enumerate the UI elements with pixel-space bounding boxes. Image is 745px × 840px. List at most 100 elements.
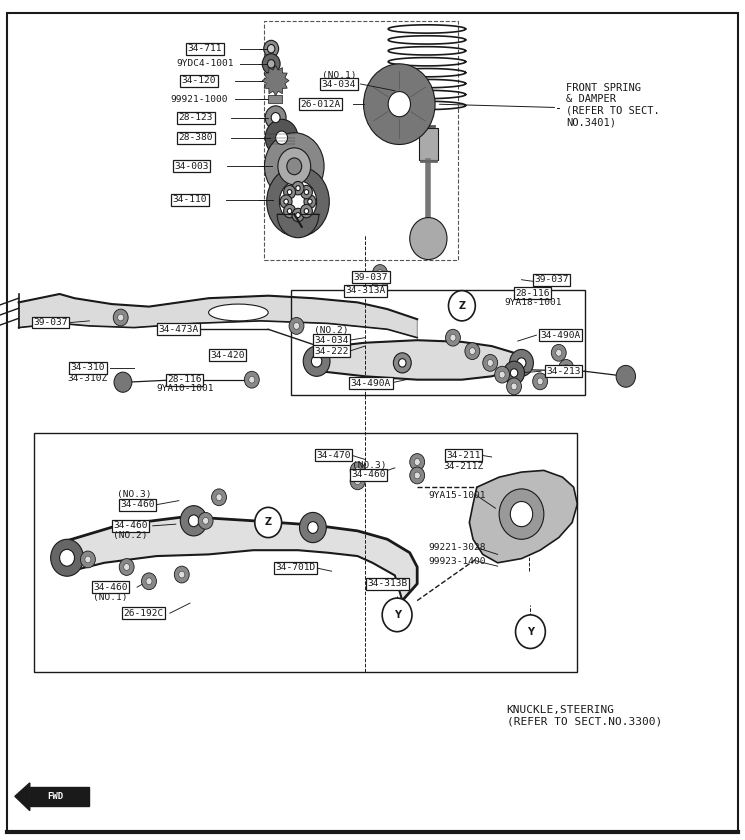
Text: 34-110: 34-110	[173, 196, 207, 204]
Text: 9YA15-1001: 9YA15-1001	[428, 491, 486, 500]
Circle shape	[212, 489, 226, 506]
Circle shape	[450, 334, 456, 341]
Text: KNUCKLE,STEERING
(REFER TO SECT.NO.3300): KNUCKLE,STEERING (REFER TO SECT.NO.3300)	[507, 705, 662, 727]
Circle shape	[300, 204, 312, 218]
Circle shape	[465, 343, 480, 360]
Circle shape	[399, 359, 406, 367]
Circle shape	[517, 358, 526, 368]
Text: 34-313A: 34-313A	[345, 286, 385, 295]
Circle shape	[382, 598, 412, 632]
Circle shape	[249, 376, 255, 383]
Circle shape	[284, 204, 296, 218]
Circle shape	[377, 270, 383, 276]
Text: (NO.2): (NO.2)	[314, 327, 349, 335]
Circle shape	[311, 355, 322, 367]
Circle shape	[288, 190, 292, 195]
Text: 34-310: 34-310	[71, 364, 105, 372]
Circle shape	[372, 277, 387, 294]
Text: 34-310Z: 34-310Z	[68, 375, 108, 383]
Bar	[268, 95, 282, 103]
Circle shape	[146, 578, 152, 585]
Text: (NO.2): (NO.2)	[113, 532, 148, 540]
Circle shape	[280, 195, 292, 208]
Text: 28-380: 28-380	[179, 134, 213, 142]
Circle shape	[267, 166, 329, 237]
Circle shape	[355, 478, 361, 485]
Circle shape	[308, 522, 318, 533]
Polygon shape	[15, 783, 30, 811]
Text: 34-701D: 34-701D	[276, 564, 316, 572]
Circle shape	[296, 186, 300, 191]
Text: (NO.1): (NO.1)	[93, 593, 127, 601]
Polygon shape	[262, 66, 289, 96]
Circle shape	[265, 119, 298, 156]
Circle shape	[279, 181, 317, 223]
Circle shape	[487, 360, 493, 366]
Circle shape	[287, 158, 302, 175]
Text: FRONT SPRING
& DAMPER
(REFER TO SECT.
NO.3401): FRONT SPRING & DAMPER (REFER TO SECT. NO…	[566, 82, 660, 128]
Circle shape	[180, 506, 207, 536]
Circle shape	[142, 573, 156, 590]
Circle shape	[294, 323, 299, 329]
Circle shape	[499, 371, 505, 378]
Text: Y: Y	[393, 610, 401, 620]
Text: 9YDC4-1001: 9YDC4-1001	[176, 60, 234, 68]
Bar	[34, 433, 577, 672]
Circle shape	[516, 615, 545, 648]
Circle shape	[284, 186, 296, 199]
Text: 39-037: 39-037	[534, 276, 568, 284]
Circle shape	[80, 551, 95, 568]
Circle shape	[276, 131, 288, 144]
Text: 99923-1400: 99923-1400	[428, 557, 486, 565]
Text: 34-460: 34-460	[352, 470, 386, 479]
Text: 34-460: 34-460	[93, 583, 127, 591]
Bar	[291, 290, 585, 395]
Text: Z: Z	[458, 301, 466, 311]
Circle shape	[265, 106, 286, 129]
Circle shape	[448, 291, 475, 321]
Circle shape	[563, 365, 569, 371]
Circle shape	[287, 158, 302, 175]
Circle shape	[350, 462, 365, 479]
Polygon shape	[19, 294, 417, 338]
Circle shape	[174, 566, 189, 583]
Circle shape	[264, 40, 279, 57]
Text: 34-213: 34-213	[546, 367, 580, 375]
Bar	[30, 787, 89, 806]
Circle shape	[556, 349, 562, 356]
Text: 34-222: 34-222	[314, 347, 349, 355]
Text: 26-012A: 26-012A	[300, 100, 340, 108]
Circle shape	[216, 494, 222, 501]
Circle shape	[244, 371, 259, 388]
Text: 34-460: 34-460	[121, 501, 155, 509]
Wedge shape	[277, 214, 319, 238]
Circle shape	[355, 467, 361, 474]
Text: 34-470: 34-470	[317, 451, 351, 459]
Circle shape	[304, 195, 316, 208]
Text: (NO.1): (NO.1)	[322, 71, 356, 80]
Text: 28-123: 28-123	[179, 113, 213, 122]
Text: 34-313B: 34-313B	[367, 580, 408, 588]
Text: 34-003: 34-003	[174, 162, 209, 171]
Circle shape	[267, 60, 275, 68]
Circle shape	[504, 361, 524, 385]
Circle shape	[304, 208, 308, 213]
Circle shape	[414, 459, 420, 465]
Circle shape	[271, 113, 280, 123]
Circle shape	[264, 133, 324, 200]
Circle shape	[510, 349, 533, 376]
Circle shape	[551, 344, 566, 361]
Circle shape	[377, 282, 383, 289]
Circle shape	[119, 559, 134, 575]
Circle shape	[179, 571, 185, 578]
Circle shape	[616, 365, 635, 387]
Circle shape	[350, 473, 365, 490]
Circle shape	[304, 190, 308, 195]
Text: 26-192C: 26-192C	[124, 609, 164, 617]
Circle shape	[296, 213, 300, 218]
Circle shape	[262, 54, 280, 74]
Circle shape	[113, 309, 128, 326]
Circle shape	[267, 45, 275, 53]
Circle shape	[85, 556, 91, 563]
Circle shape	[372, 265, 387, 281]
